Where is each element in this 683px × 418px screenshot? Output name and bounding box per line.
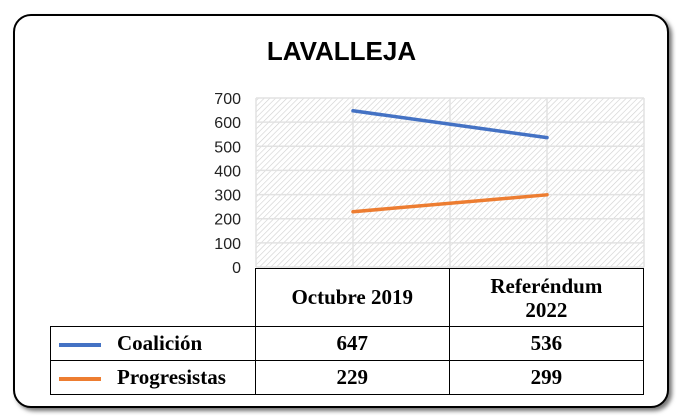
- chart-title-text: LAVALLEJA: [266, 36, 417, 66]
- series-line-progresistas: [351, 193, 549, 214]
- cell-value: 647: [254, 326, 450, 361]
- table-row-coalicion: Coalición 647 536: [50, 326, 645, 361]
- y-tick-label: 600: [214, 115, 241, 132]
- series-line-coalicin: [351, 109, 549, 140]
- legend-coalicion: Coalición: [50, 326, 256, 361]
- table-header-0: Octubre 2019: [254, 268, 450, 327]
- table-corner: [50, 268, 256, 327]
- y-tick-label: 300: [214, 188, 241, 205]
- table-row-progresistas: Progresistas 229 299: [50, 360, 645, 395]
- y-tick-label: 500: [214, 139, 241, 156]
- cell-value: 229: [254, 360, 450, 395]
- y-tick-label: 100: [214, 236, 241, 253]
- legend-line-icon: [59, 343, 101, 348]
- y-tick-label: 200: [214, 212, 241, 229]
- legend-progresistas: Progresistas: [50, 360, 256, 395]
- data-table: Octubre 2019 Referéndum 2022 Coalición 64…: [50, 268, 645, 395]
- cell-value: 536: [448, 326, 645, 361]
- legend-line-icon: [59, 377, 101, 382]
- table-header-1: Referéndum 2022: [448, 268, 645, 327]
- y-tick-label: 400: [214, 163, 241, 180]
- y-tick-label: 700: [214, 91, 241, 108]
- cell-value: 299: [448, 360, 645, 395]
- chart-title: LAVALLEJA: [0, 36, 683, 67]
